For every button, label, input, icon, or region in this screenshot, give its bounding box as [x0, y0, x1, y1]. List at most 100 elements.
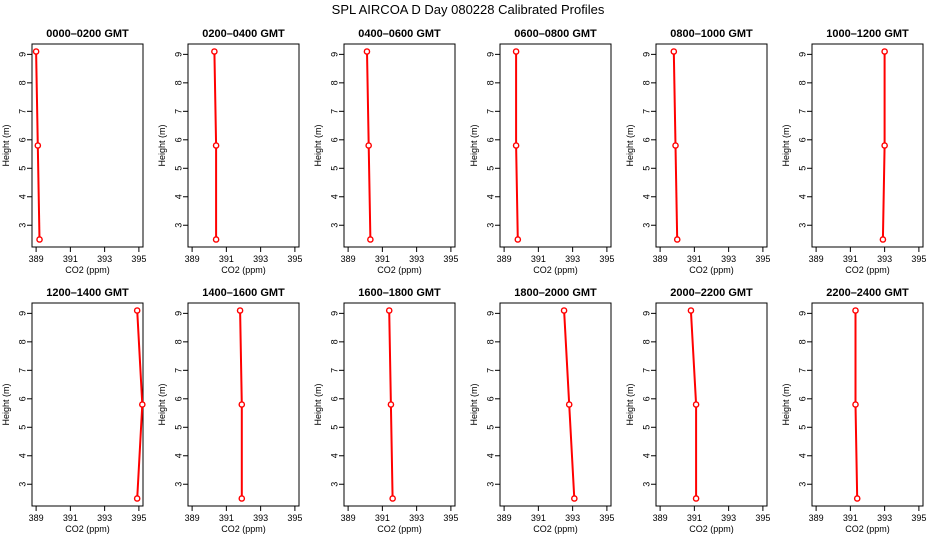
y-tick-label: 9 [641, 311, 651, 316]
x-axis-label: CO2 (ppm) [689, 524, 734, 534]
y-tick-label: 7 [329, 368, 339, 373]
x-tick-label: 389 [497, 254, 512, 264]
x-axis-label: CO2 (ppm) [845, 524, 890, 534]
y-axis-label: Height (m) [781, 124, 791, 166]
x-tick-label: 393 [565, 513, 580, 523]
y-tick-label: 9 [17, 311, 27, 316]
y-tick-label: 8 [173, 80, 183, 85]
x-tick-label: 391 [687, 513, 702, 523]
data-point [852, 307, 859, 314]
x-tick-label: 395 [443, 254, 458, 264]
y-tick-label: 8 [329, 80, 339, 85]
x-axis-label: CO2 (ppm) [377, 524, 422, 534]
x-axis-label: CO2 (ppm) [221, 524, 266, 534]
x-tick-label: 395 [599, 513, 614, 523]
x-tick-label: 393 [409, 513, 424, 523]
y-tick-label: 4 [485, 453, 495, 458]
y-tick-label: 5 [329, 425, 339, 430]
y-tick-label: 6 [797, 137, 807, 142]
profile-panel: 2000–2200 GMT 389 391 393 395 CO2 (ppm) 3 4 5 6 7 8… [625, 287, 770, 534]
y-tick-label: 3 [485, 482, 495, 487]
panel-title: 0200–0400 GMT [202, 28, 285, 40]
plot-frame [811, 43, 924, 248]
data-point [672, 142, 679, 149]
data-point [512, 48, 520, 55]
data-point [560, 307, 568, 314]
x-tick-label: 389 [341, 513, 356, 523]
x-tick-label: 395 [599, 254, 614, 264]
y-tick-label: 8 [173, 339, 183, 344]
x-tick-label: 389 [185, 254, 200, 264]
y-tick-label: 6 [173, 396, 183, 401]
profile-panel: 1200–1400 GMT 389 391 393 395 CO2 (ppm) 3 4 5 6 7 8… [1, 287, 146, 534]
profile-panel: 1800–2000 GMT 389 391 393 395 CO2 (ppm) 3 4 5 6 7 8… [469, 287, 614, 534]
x-axis-label: CO2 (ppm) [377, 265, 422, 275]
y-tick-label: 8 [797, 80, 807, 85]
data-point [236, 307, 244, 314]
y-tick-label: 5 [641, 425, 651, 430]
data-point [881, 142, 888, 149]
x-tick-label: 395 [287, 254, 302, 264]
x-tick-label: 395 [911, 254, 926, 264]
panel-title: 1200–1400 GMT [46, 287, 129, 299]
profile-panel: 1400–1600 GMT 389 391 393 395 CO2 (ppm) 3 4 5 6 7 8… [157, 287, 302, 534]
panel-title: 1600–1800 GMT [358, 287, 441, 299]
panel-title: 2000–2200 GMT [670, 287, 753, 299]
y-tick-label: 6 [797, 396, 807, 401]
data-point [363, 48, 371, 55]
y-tick-label: 3 [485, 223, 495, 228]
x-tick-label: 393 [409, 254, 424, 264]
data-point [367, 236, 374, 243]
panel-title: 0600–0800 GMT [514, 28, 597, 40]
y-axis-label: Height (m) [625, 124, 635, 166]
panel-title: 1800–2000 GMT [514, 287, 597, 299]
y-tick-label: 9 [17, 52, 27, 57]
x-tick-label: 389 [809, 513, 824, 523]
y-axis-label: Height (m) [469, 124, 479, 166]
plot-frame [31, 43, 144, 248]
x-tick-label: 393 [877, 513, 892, 523]
x-tick-label: 393 [721, 513, 736, 523]
y-tick-label: 8 [641, 80, 651, 85]
y-axis-label: Height (m) [469, 383, 479, 425]
data-point [133, 307, 141, 314]
y-tick-label: 3 [797, 482, 807, 487]
panel-title: 1400–1600 GMT [202, 287, 285, 299]
y-tick-label: 3 [173, 482, 183, 487]
x-tick-label: 393 [721, 254, 736, 264]
y-tick-label: 6 [17, 137, 27, 142]
x-tick-label: 389 [653, 254, 668, 264]
x-tick-label: 389 [653, 513, 668, 523]
y-tick-label: 8 [797, 339, 807, 344]
data-point [565, 401, 573, 408]
x-tick-label: 391 [219, 513, 234, 523]
y-tick-label: 7 [485, 368, 495, 373]
x-tick-label: 391 [687, 254, 702, 264]
x-tick-label: 393 [253, 254, 268, 264]
y-tick-label: 3 [641, 223, 651, 228]
data-point [34, 142, 42, 149]
y-tick-label: 7 [797, 368, 807, 373]
plot-frame [187, 302, 300, 507]
y-tick-label: 7 [173, 368, 183, 373]
y-tick-label: 8 [17, 80, 27, 85]
profile-panel: 0000–0200 GMT 389 391 393 395 CO2 (ppm) 3 4 5 6 7 8… [1, 28, 146, 275]
y-tick-label: 4 [173, 194, 183, 199]
data-point [687, 307, 695, 314]
y-tick-label: 6 [329, 137, 339, 142]
plot-frame [343, 43, 456, 248]
x-axis-label: CO2 (ppm) [533, 524, 578, 534]
y-tick-label: 3 [17, 482, 27, 487]
y-tick-label: 5 [485, 425, 495, 430]
y-axis-label: Height (m) [313, 383, 323, 425]
y-tick-label: 5 [485, 166, 495, 171]
figure-title: SPL AIRCOA D Day 080228 Calibrated Profi… [332, 2, 605, 17]
data-point [571, 495, 578, 502]
profile-panel: 0400–0600 GMT 389 391 393 395 CO2 (ppm) 3 4 5 6 7 8… [313, 28, 458, 275]
x-tick-label: 389 [185, 513, 200, 523]
y-axis-label: Height (m) [157, 124, 167, 166]
y-tick-label: 7 [641, 109, 651, 114]
profile-panel: 1600–1800 GMT 389 391 393 395 CO2 (ppm) 3 4 5 6 7 8… [313, 287, 458, 534]
y-tick-label: 6 [485, 396, 495, 401]
